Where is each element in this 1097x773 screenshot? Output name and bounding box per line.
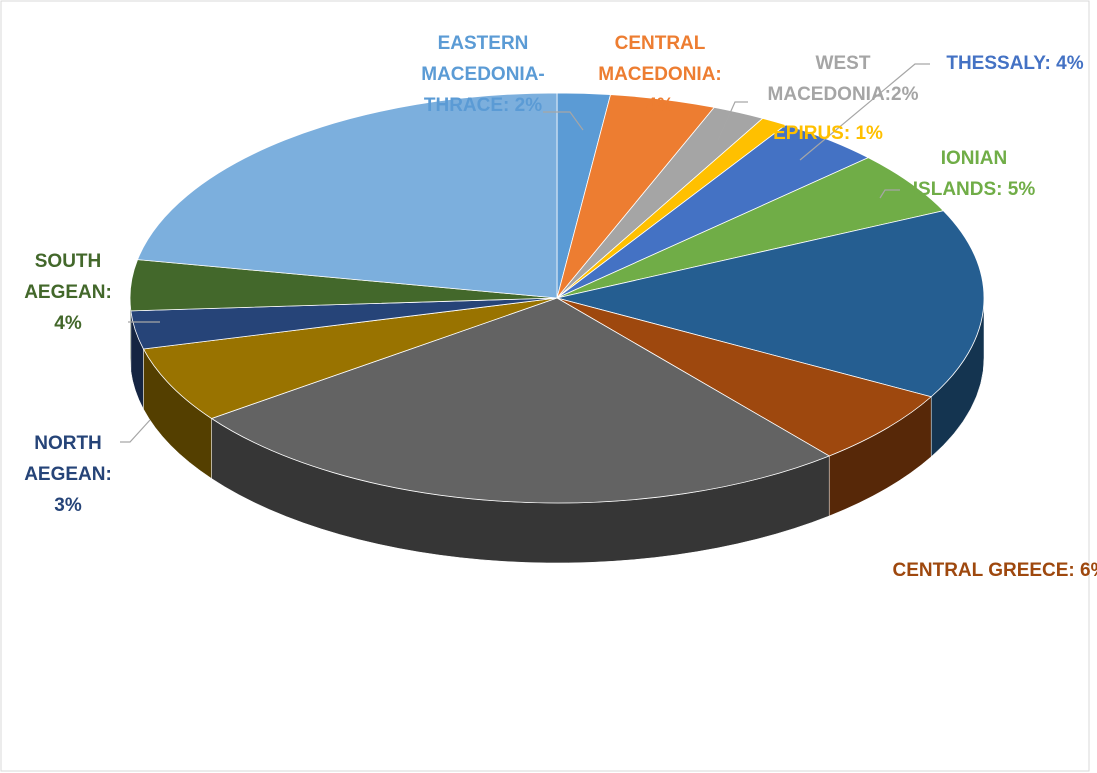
data-label: WEST MACEDONIA:2% (767, 53, 919, 105)
leader-line (879, 189, 900, 199)
data-label: NORTH AEGEAN: 3% (24, 433, 112, 516)
slice (129, 259, 558, 371)
leader-lines (120, 63, 930, 443)
data-label: EASTERN MACEDONIA-THRACE: 2% (421, 33, 545, 116)
slice-top (136, 92, 558, 299)
leader-line (120, 419, 151, 443)
data-label: CENTRAL GREECE: 6% (892, 560, 1097, 581)
slice (136, 92, 558, 299)
data-label: SOUTH AEGEAN: 4% (24, 251, 112, 334)
data-label: EPIRUS: 1% (773, 123, 883, 144)
data-label: CENTRAL MACEDONIA: 4% (598, 33, 722, 116)
leader-line (543, 111, 584, 131)
data-label: THESSALY: 4% (946, 53, 1084, 74)
leader-line (717, 101, 748, 141)
slice (556, 210, 985, 458)
data-label: IONIAN ISLANDS: 5% (912, 148, 1036, 200)
leader-line (799, 63, 930, 161)
slice-top (210, 297, 831, 504)
slice-top (556, 210, 985, 398)
slice-top (556, 297, 933, 457)
pie (129, 92, 985, 564)
slice-top (142, 297, 558, 419)
